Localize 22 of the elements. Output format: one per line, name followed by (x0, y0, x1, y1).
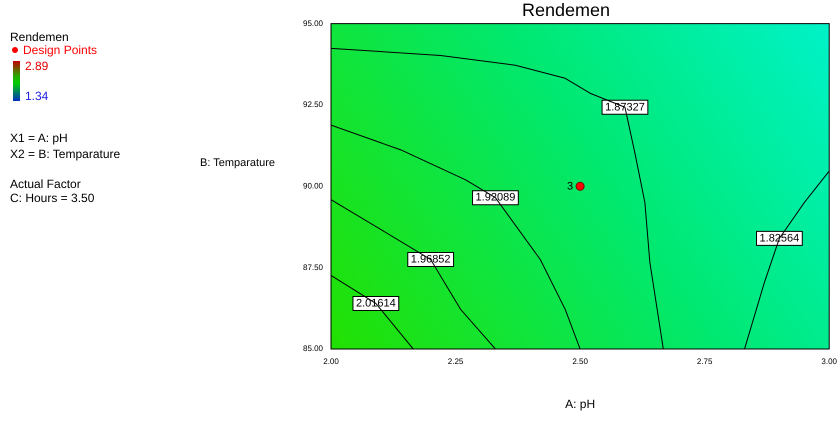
legend-label: Design Points (22, 43, 98, 57)
annotation: 3 (566, 180, 574, 192)
x-tick-label: 2.75 (696, 357, 713, 366)
text: X2 = B: Temparature (10, 147, 120, 161)
text: Actual Factor (10, 177, 81, 191)
x-tick-label: 3.00 (821, 357, 838, 366)
text: 2.89 (25, 59, 48, 73)
x-axis-title: A: pH (565, 397, 596, 412)
text: C: Hours = 3.50 (10, 191, 94, 205)
y-axis-title: B: Temparature (200, 157, 276, 169)
y-tick-label: 92.50 (302, 100, 324, 110)
x-tick-label: 2.00 (323, 357, 340, 366)
y-tick-label: 90.00 (302, 182, 324, 191)
text: 1.34 (25, 89, 48, 103)
y-tick-label: 95.00 (302, 18, 324, 28)
legend-title: Rendemen (10, 30, 69, 44)
text: X1 = A: pH (10, 131, 68, 145)
x-tick-label: 2.25 (448, 357, 464, 366)
chart-title: Rendemen (522, 0, 610, 20)
x-tick-label: 2.50 (572, 357, 588, 366)
y-tick-label: 85.00 (302, 344, 324, 354)
y-tick-label: 87.50 (302, 262, 324, 272)
